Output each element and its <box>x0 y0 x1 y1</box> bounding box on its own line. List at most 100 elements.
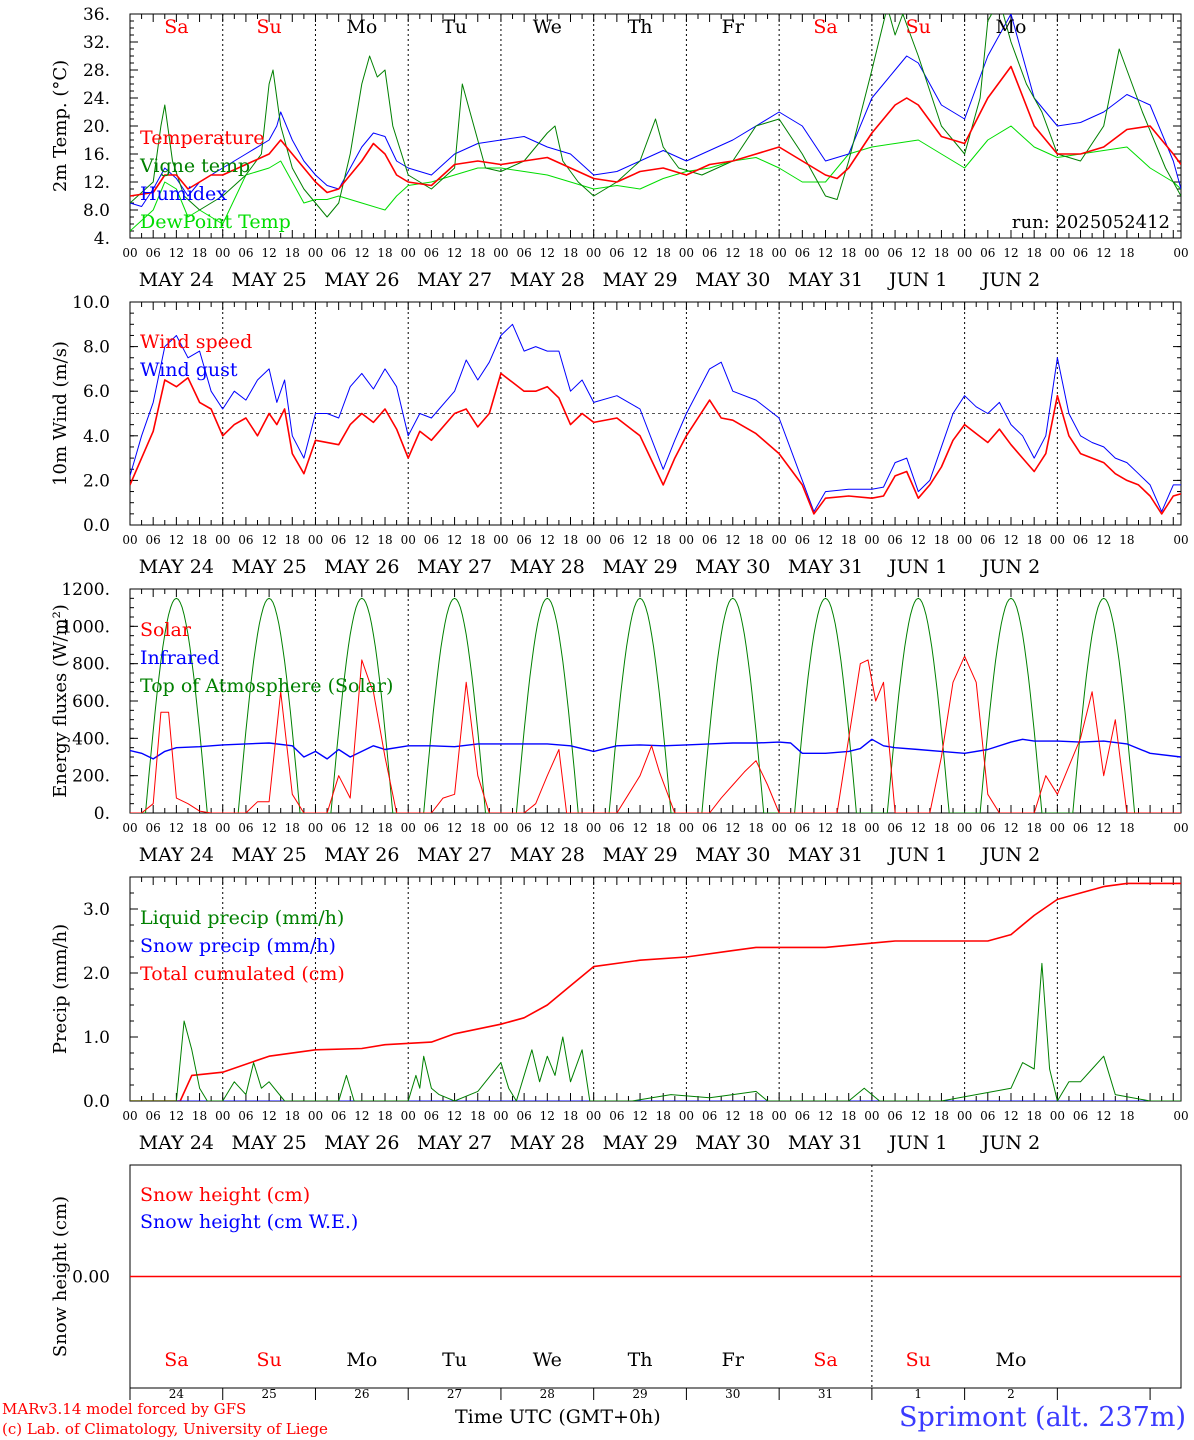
hour-label: 00 <box>493 533 508 547</box>
hour-label: 06 <box>609 1109 624 1123</box>
hour-label: 12 <box>632 246 647 260</box>
hour-label: 06 <box>424 246 439 260</box>
hour-label: 06 <box>980 1109 995 1123</box>
hour-label: 12 <box>632 533 647 547</box>
hour-label: 12 <box>447 246 462 260</box>
hour-label: 06 <box>146 533 161 547</box>
hour-label: 00 <box>401 533 416 547</box>
y-tick-label: 600. <box>72 692 110 712</box>
hour-label: 18 <box>656 821 671 835</box>
hour-label: 06 <box>516 246 531 260</box>
hour-label: 18 <box>470 821 485 835</box>
date-label: MAY 25 <box>232 556 307 578</box>
hour-label: 06 <box>702 821 717 835</box>
y-tick-label: 36. <box>83 5 110 25</box>
hour-label: 12 <box>354 246 369 260</box>
hour-label: 12 <box>1096 533 1111 547</box>
hour-label: 12 <box>169 533 184 547</box>
y-tick-label: 12. <box>83 173 110 193</box>
hour-label: 12 <box>725 533 740 547</box>
date-label: MAY 28 <box>510 844 585 866</box>
hour-label: 00 <box>122 533 137 547</box>
legend-entry: Solar <box>140 619 192 641</box>
hour-label: 12 <box>725 246 740 260</box>
hour-label: 06 <box>609 821 624 835</box>
hour-label: 06 <box>980 246 995 260</box>
hour-label: 12 <box>447 821 462 835</box>
hour-label: 06 <box>702 1109 717 1123</box>
weekday-label-top: Tu <box>442 16 467 38</box>
hour-label: 06 <box>146 246 161 260</box>
hour-label: 18 <box>1027 1109 1042 1123</box>
date-label: JUN 1 <box>887 844 947 866</box>
y-tick-label: 1000. <box>61 617 110 637</box>
hour-label: 06 <box>1073 821 1088 835</box>
weekday-label-top: We <box>533 16 562 38</box>
hour-label: 00 <box>1050 246 1065 260</box>
y-tick-label: 32. <box>83 33 110 53</box>
hour-label: 06 <box>238 821 253 835</box>
y-tick-label: 200. <box>72 767 110 787</box>
hour-label: 12 <box>818 246 833 260</box>
legend-entry: Temperature <box>140 127 264 149</box>
weekday-label-bottom: Tu <box>442 1349 467 1371</box>
series-line-solar <box>130 655 1181 813</box>
hour-label: 12 <box>911 246 926 260</box>
hour-label: 06 <box>980 821 995 835</box>
date-label: MAY 30 <box>695 269 770 291</box>
hour-label: 06 <box>1073 1109 1088 1123</box>
hour-label: 00 <box>957 821 972 835</box>
hour-label: 18 <box>748 1109 763 1123</box>
hour-label: 12 <box>261 533 276 547</box>
date-label: MAY 30 <box>695 1132 770 1154</box>
hour-label: 12 <box>632 821 647 835</box>
hour-label: 12 <box>354 533 369 547</box>
hour-label: 18 <box>192 821 207 835</box>
hour-label: 00 <box>679 246 694 260</box>
series-line-liquid-precip-mm-h <box>130 962 1181 1101</box>
weekday-label-top: Su <box>906 16 931 38</box>
hour-label: 06 <box>238 533 253 547</box>
date-label: MAY 29 <box>602 556 677 578</box>
panel-precip: 0.0 1.0 2.0 3.0 Precip (mm/h) Liquid precip (… <box>50 876 1189 1154</box>
y-tick-label: 6.0 <box>83 382 110 402</box>
series-group <box>130 882 1181 1101</box>
hour-label: 12 <box>540 533 555 547</box>
hour-label: 18 <box>192 1109 207 1123</box>
date-label: JUN 2 <box>980 269 1040 291</box>
hour-label: 12 <box>725 821 740 835</box>
hour-label: 12 <box>632 1109 647 1123</box>
date-label: JUN 2 <box>980 844 1040 866</box>
weekday-label-bottom: Th <box>628 1349 653 1371</box>
y-tick-label: 1200. <box>61 580 110 600</box>
hour-label: 06 <box>516 821 531 835</box>
y-tick-label: 0.0 <box>83 516 110 536</box>
x-axis-title: Time UTC (GMT+0h) <box>455 1406 661 1428</box>
hour-label: 18 <box>1027 821 1042 835</box>
hour-label: 12 <box>911 533 926 547</box>
hour-label: 12 <box>1096 821 1111 835</box>
day-number-label: 30 <box>725 1387 740 1401</box>
hour-label: 06 <box>331 1109 346 1123</box>
y-tick-label: 0.00 <box>72 1268 110 1288</box>
day-number-label: 25 <box>261 1387 276 1401</box>
weekday-label-top: Mo <box>346 16 377 38</box>
hour-label: 18 <box>470 1109 485 1123</box>
legend-entry: Snow height (cm) <box>140 1184 310 1206</box>
hour-label: 06 <box>702 246 717 260</box>
day-number-label: 1 <box>914 1387 922 1401</box>
hour-label: 18 <box>1119 246 1134 260</box>
legend-entry: Snow height (cm W.E.) <box>140 1211 358 1233</box>
hour-label: 12 <box>1003 533 1018 547</box>
hour-label: 12 <box>261 1109 276 1123</box>
day-number-label: 27 <box>447 1387 462 1401</box>
hour-label: 12 <box>1003 821 1018 835</box>
hour-label: 18 <box>841 533 856 547</box>
y-tick-label: 16. <box>83 145 110 165</box>
hour-label: 06 <box>795 821 810 835</box>
hour-label: 00 <box>1173 821 1188 835</box>
hour-label: 18 <box>563 246 578 260</box>
hour-label: 18 <box>841 1109 856 1123</box>
hour-label: 00 <box>215 821 230 835</box>
